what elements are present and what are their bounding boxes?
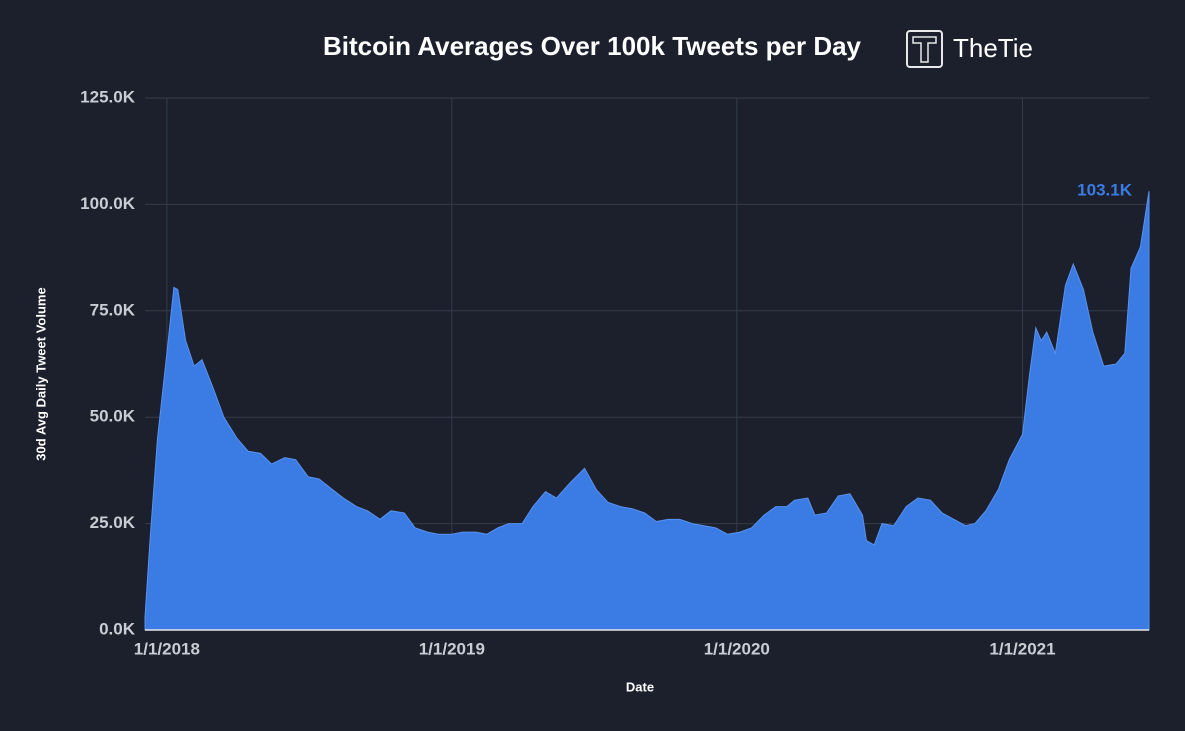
logo-t [912, 36, 937, 63]
y-tick-label: 75.0K [90, 300, 136, 319]
y-tick-label: 25.0K [90, 513, 136, 532]
x-tick-label: 1/1/2019 [419, 639, 485, 658]
chart-title: Bitcoin Averages Over 100k Tweets per Da… [323, 31, 862, 61]
y-tick-label: 125.0K [80, 87, 136, 106]
logo [906, 30, 943, 68]
y-tick-label: 0.0K [99, 619, 136, 638]
x-tick-label: 1/1/2020 [704, 639, 770, 658]
y-axis-label: 30d Avg Daily Tweet Volume [33, 287, 48, 460]
annotation: 103.1K [1077, 181, 1133, 200]
y-tick-label: 50.0K [90, 407, 136, 426]
x-axis-label: Date [626, 679, 654, 694]
logo-box [906, 30, 943, 68]
y-tick-label: 100.0K [80, 194, 136, 213]
brand: TheTie [953, 33, 1033, 63]
x-tick-label: 1/1/2021 [989, 639, 1055, 658]
x-tick-label: 1/1/2018 [134, 639, 200, 658]
area [144, 191, 1150, 631]
